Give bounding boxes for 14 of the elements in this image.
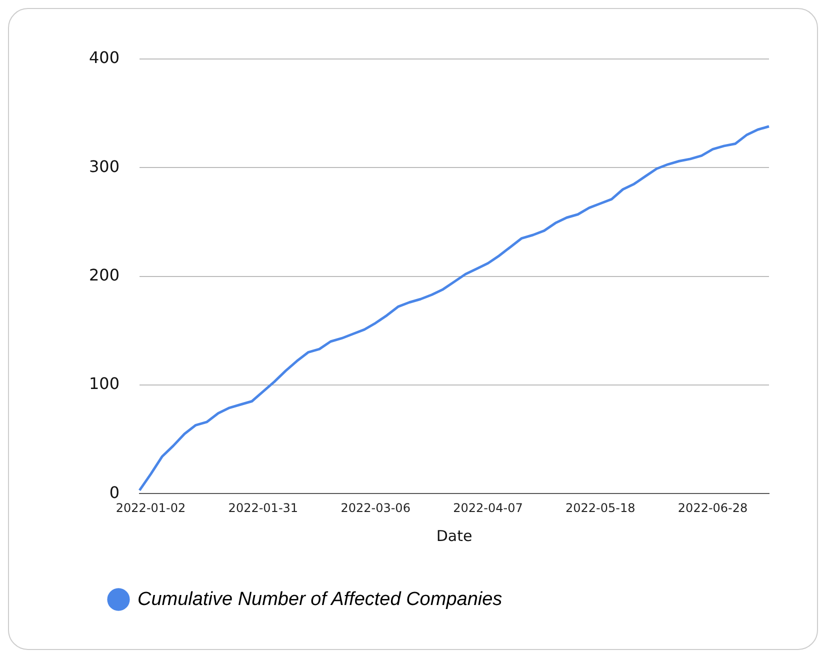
x-tick-label: 2022-01-31 [228,500,298,515]
x-tick-label: 2022-04-07 [453,500,523,515]
x-tick-label: 2022-05-18 [566,500,636,515]
y-tick-label: 200 [88,265,120,284]
y-tick-label: 400 [88,48,120,68]
x-tick-label: 2022-01-02 [116,500,186,515]
y-tick-label: 0 [109,482,120,502]
x-tick-label: 2022-03-06 [340,500,410,515]
x-tick-label: 2022-06-28 [678,500,748,515]
card-frame: Date Cumulative Number of Affected Companies 2022-01-02 2022-01-31 2022-03-06 2022-04-07 2022-05-18 2022-06-28 0 100 200 300 400 [8,8,818,650]
x-axis-title: Date [436,526,472,545]
y-tick-label: 300 [88,156,120,176]
legend-label: Cumulative Number of Affected Companies [138,588,503,610]
y-tick-label: 100 [88,374,120,394]
